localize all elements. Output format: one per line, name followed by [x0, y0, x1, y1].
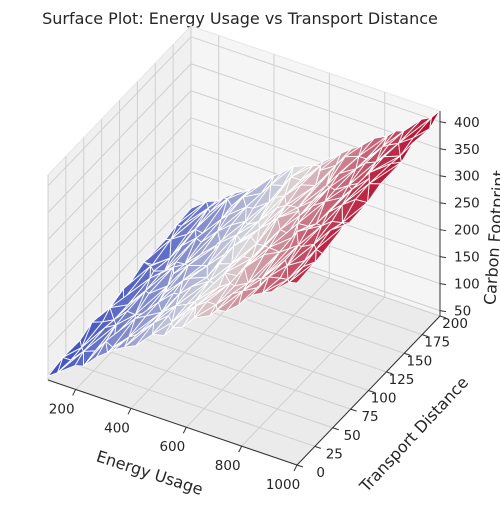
z-tick-mark	[440, 149, 446, 150]
z-tick-label: 50	[454, 304, 471, 320]
x-tick-label: 200	[49, 401, 75, 417]
z-tick-mark	[440, 176, 446, 177]
y-tick-mark	[351, 409, 357, 411]
y-tick-label: 0	[316, 465, 325, 481]
x-axis-label: Energy Usage	[94, 447, 205, 499]
z-tick-label: 150	[454, 250, 480, 266]
chart-title: Surface Plot: Energy Usage vs Transport …	[42, 9, 438, 28]
x-tick-mark	[183, 427, 186, 433]
y-tick-mark	[333, 428, 339, 430]
z-tick-label: 400	[454, 115, 480, 131]
z-tick-mark	[440, 257, 446, 258]
x-tick-label: 400	[104, 420, 130, 436]
x-tick-mark	[73, 389, 76, 395]
z-tick-label: 350	[454, 142, 480, 158]
y-tick-mark	[297, 465, 303, 467]
y-tick-label: 150	[406, 353, 432, 369]
z-tick-mark	[440, 284, 446, 285]
z-tick-label: 100	[454, 277, 480, 293]
x-tick-label: 1000	[266, 477, 300, 493]
z-tick-mark	[440, 203, 446, 204]
x-tick-label: 800	[215, 458, 241, 474]
z-tick-label: 300	[454, 169, 480, 185]
y-tick-label: 175	[424, 335, 450, 351]
x-tick-label: 600	[159, 439, 185, 455]
z-tick-mark	[440, 230, 446, 231]
y-tick-label: 25	[326, 446, 343, 462]
y-tick-mark	[315, 446, 321, 448]
z-axis-label: Carbon Footprint	[480, 170, 500, 306]
z-tick-mark	[440, 311, 446, 312]
y-tick-label: 50	[344, 428, 361, 444]
y-tick-label: 100	[371, 391, 397, 407]
x-tick-mark	[294, 465, 297, 471]
z-tick-label: 200	[454, 223, 480, 239]
x-tick-mark	[128, 408, 131, 414]
y-tick-label: 75	[361, 409, 378, 425]
x-tick-mark	[239, 446, 242, 452]
y-tick-label: 125	[389, 372, 415, 388]
z-tick-label: 250	[454, 196, 480, 212]
z-tick-mark	[440, 122, 446, 123]
